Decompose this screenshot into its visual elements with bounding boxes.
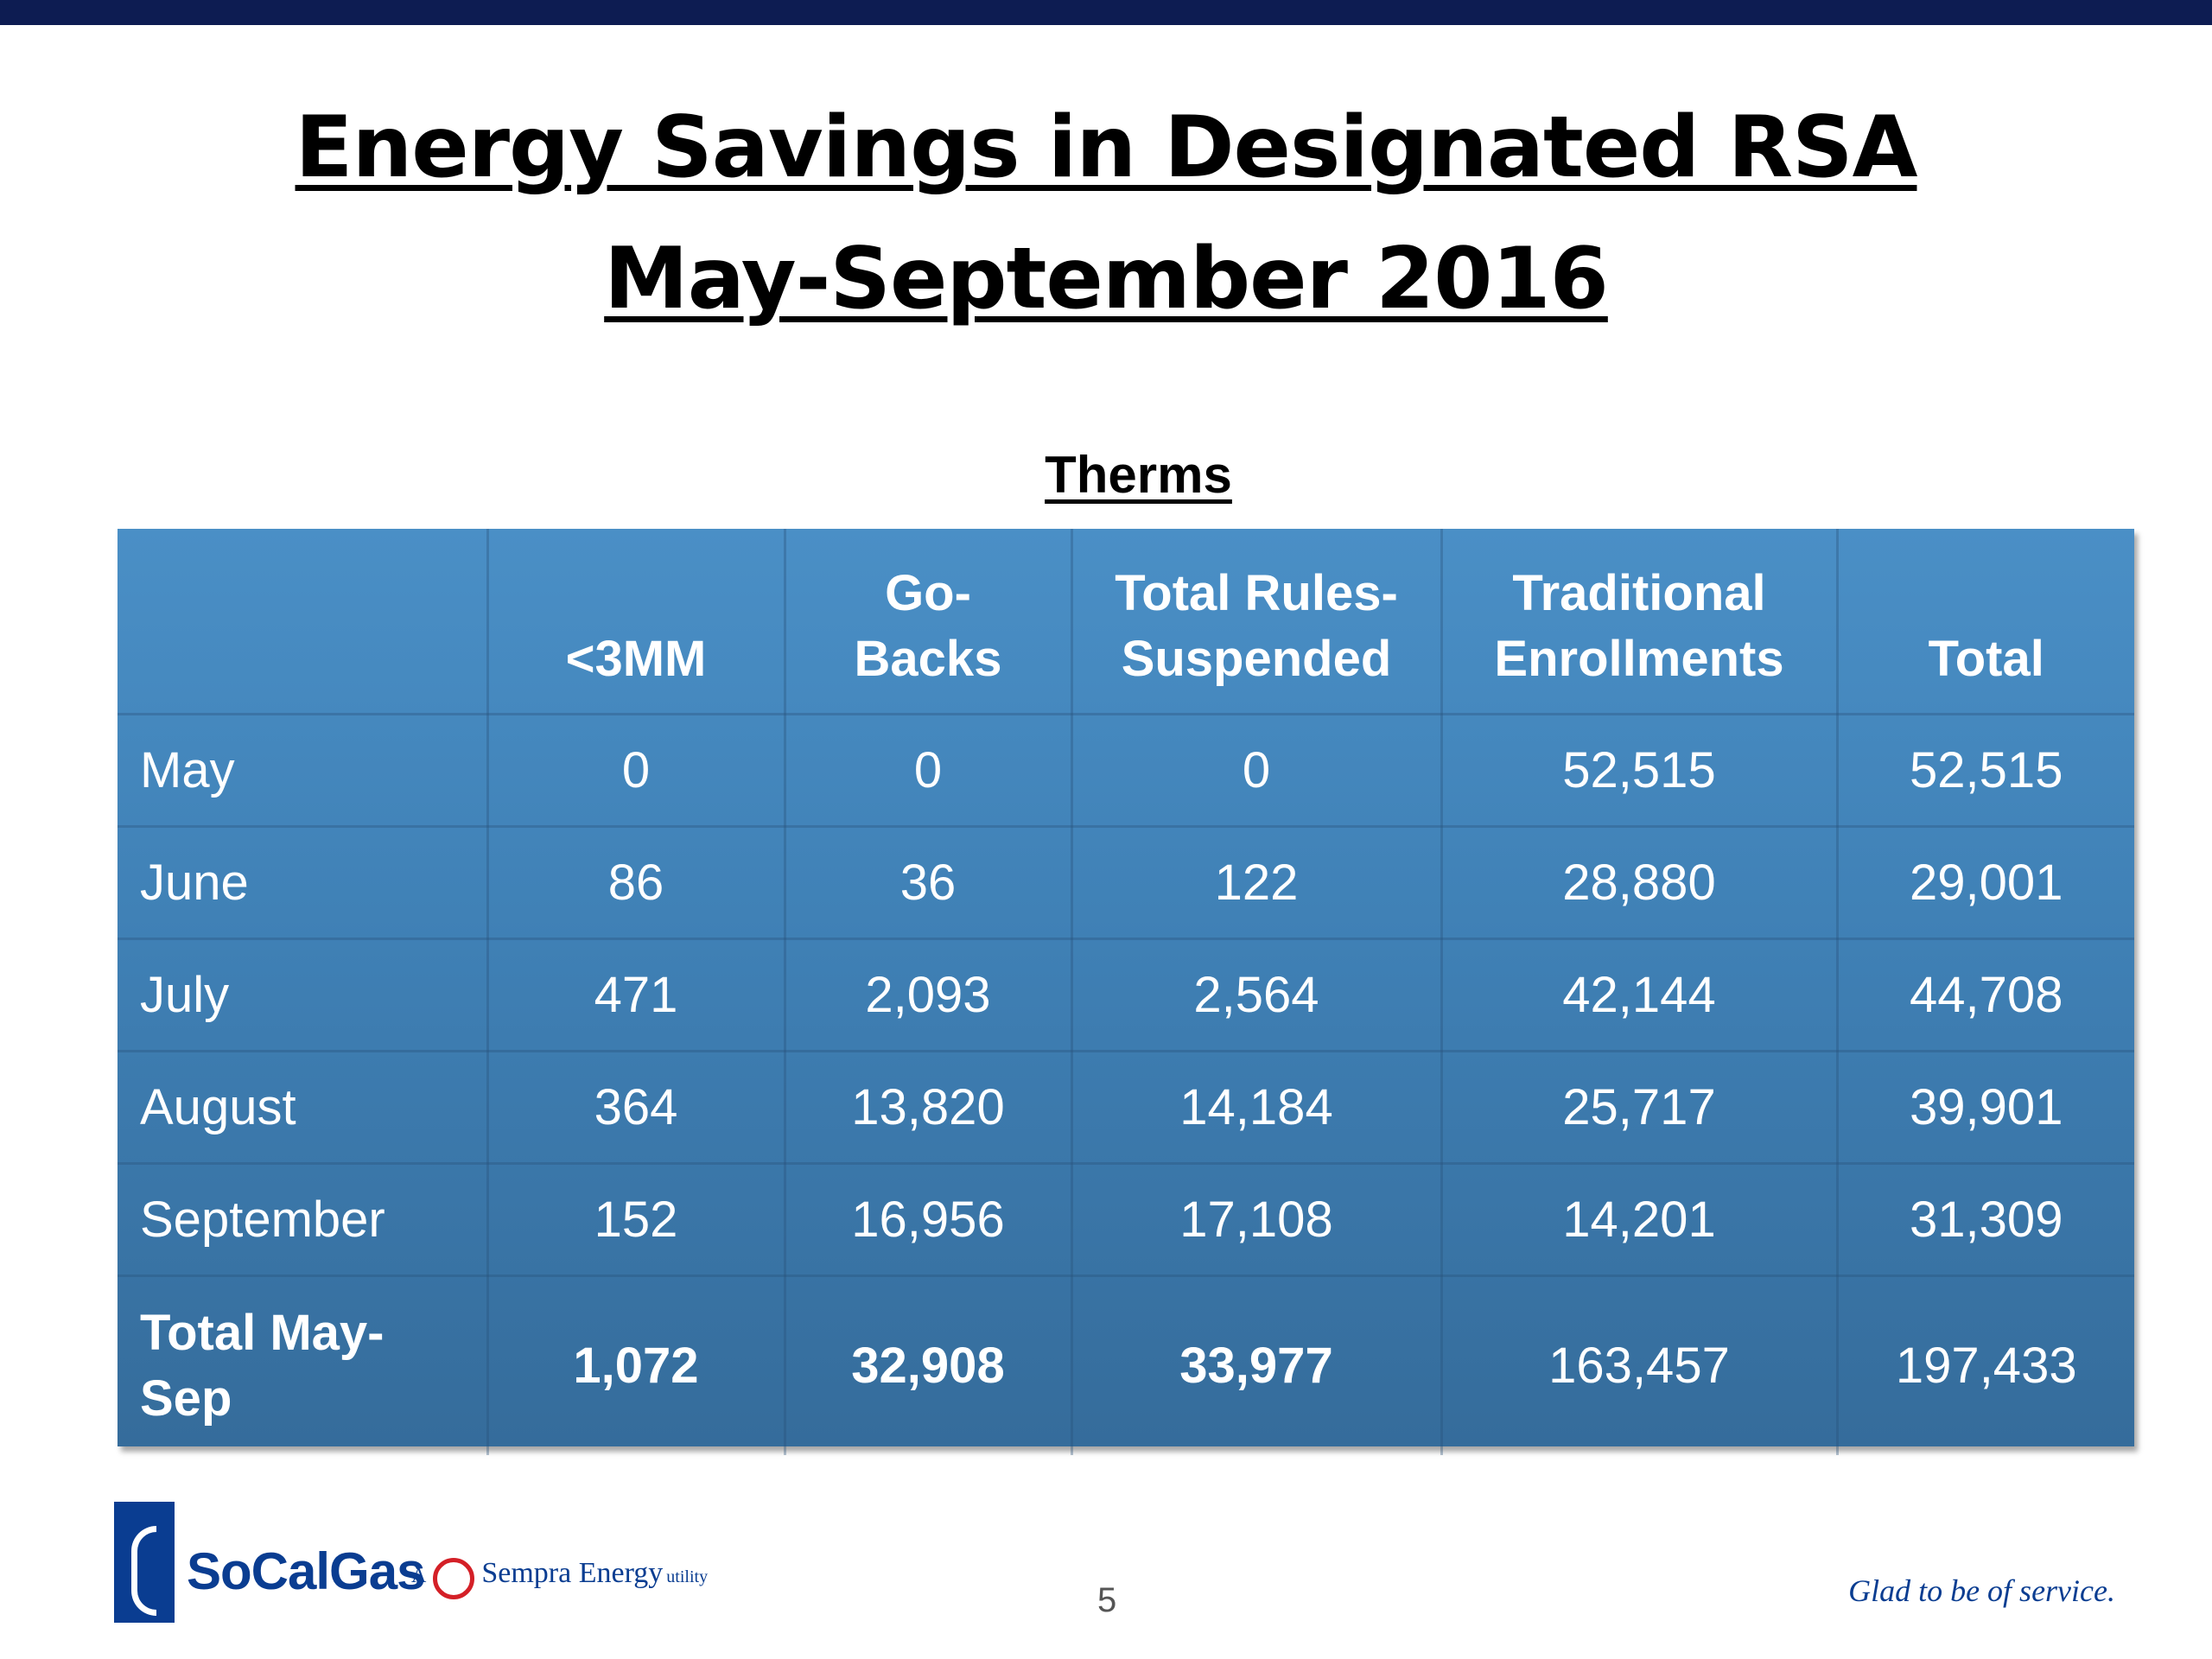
title-line-1: Energy Savings in Designated RSA <box>295 99 1918 197</box>
total-label-cell: Total May- Sep <box>118 1275 489 1455</box>
table-row: June 86 36 122 28,880 29,001 <box>118 826 2134 940</box>
header-cell-total-rules-suspended: Total Rules- Suspended <box>1071 529 1443 715</box>
month-cell: May <box>118 714 489 828</box>
table-row: May 0 0 0 52,515 52,515 <box>118 714 2134 828</box>
total-value-cell: 163,457 <box>1441 1275 1839 1455</box>
value-cell: 28,880 <box>1441 826 1839 940</box>
value-cell: 44,708 <box>1837 938 2134 1052</box>
month-cell: September <box>118 1163 489 1277</box>
value-cell: 0 <box>1071 714 1443 828</box>
value-cell: 17,108 <box>1071 1163 1443 1277</box>
value-cell: 471 <box>487 938 786 1052</box>
value-cell: 14,184 <box>1071 1051 1443 1165</box>
value-cell: 29,001 <box>1837 826 2134 940</box>
total-value-cell: 33,977 <box>1071 1275 1443 1455</box>
value-cell: 152 <box>487 1163 786 1277</box>
page-number: 5 <box>1097 1581 1117 1619</box>
table-header-row: <3MM Go- Backs Total Rules- Suspended Trad… <box>118 529 2134 715</box>
value-cell: 42,144 <box>1441 938 1839 1052</box>
value-cell: 36 <box>785 826 1073 940</box>
table-subtitle: Therms <box>1045 446 1232 504</box>
value-cell: 16,956 <box>785 1163 1073 1277</box>
value-cell: 2,093 <box>785 938 1073 1052</box>
value-cell: 122 <box>1071 826 1443 940</box>
header-cell-month <box>118 529 489 715</box>
table-row: August 364 13,820 14,184 25,717 39,901 <box>118 1051 2134 1165</box>
value-cell: 364 <box>487 1051 786 1165</box>
month-cell: June <box>118 826 489 940</box>
sempra-swoosh-icon <box>433 1558 475 1600</box>
title-line-2: May-September 2016 <box>604 230 1609 328</box>
value-cell: 52,515 <box>1441 714 1839 828</box>
total-value-cell: 1,072 <box>487 1275 786 1455</box>
slide-title: Energy Savings in Designated RSA May-Sep… <box>0 82 2212 345</box>
header-cell-under-3mm: <3MM <box>487 529 786 715</box>
total-value-cell: 32,908 <box>785 1275 1073 1455</box>
value-cell: 52,515 <box>1837 714 2134 828</box>
header-cell-total: Total <box>1837 529 2134 715</box>
value-cell: 39,901 <box>1837 1051 2134 1165</box>
savings-table: <3MM Go- Backs Total Rules- Suspended Trad… <box>118 529 2134 1455</box>
month-cell: August <box>118 1051 489 1165</box>
total-value-cell: 197,433 <box>1895 1338 2077 1394</box>
value-cell: 0 <box>487 714 786 828</box>
value-cell: 0 <box>785 714 1073 828</box>
header-cell-go-backs: Go- Backs <box>785 529 1073 715</box>
top-banner-bar <box>0 0 2212 25</box>
header-cell-traditional-enrollments: Traditional Enrollments <box>1441 529 1839 715</box>
value-cell: 31,309 <box>1837 1163 2134 1277</box>
logo-text: SoCalGas <box>187 1542 425 1600</box>
slide-footer: SoCalGas A Sempra Energy utility 5 Glad … <box>0 1495 2212 1659</box>
value-cell: 14,201 <box>1441 1163 1839 1277</box>
value-cell: 13,820 <box>785 1051 1073 1165</box>
table-row: September 152 16,956 17,108 14,201 31,30… <box>118 1163 2134 1277</box>
sempra-affiliation: A Sempra Energy utility <box>411 1557 708 1600</box>
table-row: July 471 2,093 2,564 42,144 44,708 <box>118 938 2134 1052</box>
flame-logo-icon <box>114 1502 175 1623</box>
tagline: Glad to be of service. <box>1848 1573 2115 1608</box>
value-cell: 86 <box>487 826 786 940</box>
savings-table-container: <3MM Go- Backs Total Rules- Suspended Trad… <box>118 529 2134 1455</box>
value-cell: 2,564 <box>1071 938 1443 1052</box>
total-row: Total May- Sep 1,072 32,908 33,977 163,45… <box>118 1275 2134 1455</box>
month-cell: July <box>118 938 489 1052</box>
value-cell: 25,717 <box>1441 1051 1839 1165</box>
